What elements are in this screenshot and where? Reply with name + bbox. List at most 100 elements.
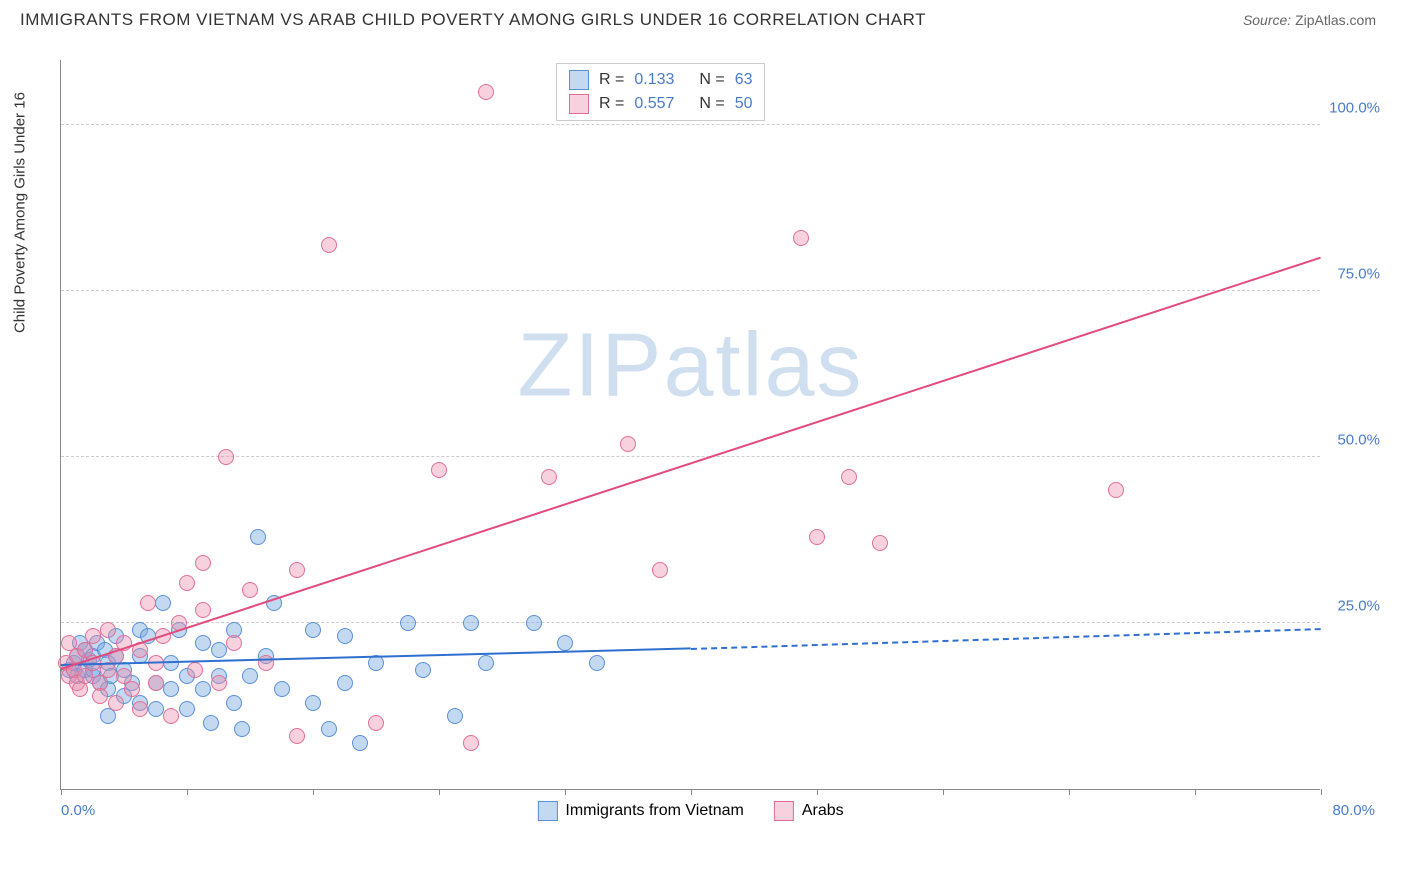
correlation-legend: R = 0.133 N = 63 R = 0.557 N = 50 — [556, 63, 765, 121]
x-tick — [691, 789, 692, 795]
series-legend: Immigrants from Vietnam Arabs — [537, 801, 843, 821]
watermark: ZIPatlas — [517, 315, 863, 418]
x-tick — [313, 789, 314, 795]
watermark-text: ZIPatlas — [517, 316, 863, 416]
scatter-point — [108, 695, 124, 711]
scatter-point — [124, 681, 140, 697]
scatter-point — [85, 628, 101, 644]
scatter-point — [155, 595, 171, 611]
scatter-point — [400, 615, 416, 631]
scatter-point — [179, 575, 195, 591]
chart-container: Child Poverty Among Girls Under 16 ZIPat… — [50, 60, 1380, 830]
scatter-point — [478, 655, 494, 671]
scatter-point — [368, 715, 384, 731]
x-axis-max-label: 80.0% — [1332, 802, 1375, 819]
source-value: ZipAtlas.com — [1295, 12, 1376, 28]
gridline — [61, 622, 1320, 623]
scatter-point — [620, 436, 636, 452]
scatter-point — [258, 655, 274, 671]
scatter-point — [463, 735, 479, 751]
scatter-point — [92, 688, 108, 704]
scatter-point — [415, 662, 431, 678]
scatter-point — [652, 562, 668, 578]
legend-n-value: 63 — [735, 71, 753, 89]
trend-line — [61, 256, 1322, 669]
chart-title: IMMIGRANTS FROM VIETNAM VS ARAB CHILD PO… — [20, 10, 926, 30]
scatter-point — [321, 721, 337, 737]
x-tick — [565, 789, 566, 795]
legend-swatch — [537, 801, 557, 821]
scatter-point — [226, 695, 242, 711]
scatter-point — [526, 615, 542, 631]
legend-swatch — [569, 70, 589, 90]
legend-r-label: R = — [599, 71, 624, 89]
scatter-point — [148, 675, 164, 691]
scatter-point — [431, 462, 447, 478]
scatter-point — [872, 535, 888, 551]
x-tick — [1195, 789, 1196, 795]
scatter-point — [321, 237, 337, 253]
trend-line-extended — [691, 628, 1321, 650]
x-tick — [817, 789, 818, 795]
scatter-point — [793, 230, 809, 246]
scatter-point — [195, 602, 211, 618]
scatter-point — [250, 529, 266, 545]
scatter-point — [179, 701, 195, 717]
scatter-point — [163, 681, 179, 697]
x-axis-origin-label: 0.0% — [61, 802, 95, 819]
source-label: Source: — [1243, 12, 1291, 28]
scatter-point — [478, 84, 494, 100]
scatter-point — [218, 449, 234, 465]
series-legend-item: Arabs — [774, 801, 844, 821]
y-tick-label: 25.0% — [1337, 598, 1380, 615]
scatter-point — [203, 715, 219, 731]
scatter-point — [447, 708, 463, 724]
gridline — [61, 456, 1320, 457]
gridline — [61, 290, 1320, 291]
x-tick — [439, 789, 440, 795]
source-attribution: Source: ZipAtlas.com — [1243, 12, 1376, 28]
legend-swatch — [569, 94, 589, 114]
scatter-point — [132, 701, 148, 717]
scatter-point — [234, 721, 250, 737]
scatter-point — [289, 728, 305, 744]
scatter-point — [305, 695, 321, 711]
scatter-point — [226, 635, 242, 651]
scatter-point — [274, 681, 290, 697]
plot-area: ZIPatlas R =0.133N =63R =0.557N =50 0.0%… — [60, 60, 1320, 790]
x-tick — [943, 789, 944, 795]
x-tick — [187, 789, 188, 795]
scatter-point — [337, 628, 353, 644]
legend-n-value: 50 — [735, 95, 753, 113]
scatter-point — [289, 562, 305, 578]
scatter-point — [211, 642, 227, 658]
scatter-point — [100, 622, 116, 638]
scatter-point — [140, 595, 156, 611]
scatter-point — [841, 469, 857, 485]
scatter-point — [337, 675, 353, 691]
legend-r-label: R = — [599, 95, 624, 113]
scatter-point — [463, 615, 479, 631]
legend-r-value: 0.133 — [634, 71, 689, 89]
scatter-point — [195, 555, 211, 571]
scatter-point — [242, 668, 258, 684]
legend-n-label: N = — [699, 95, 724, 113]
scatter-point — [187, 662, 203, 678]
scatter-point — [195, 635, 211, 651]
legend-r-value: 0.557 — [634, 95, 689, 113]
series-name: Immigrants from Vietnam — [565, 802, 743, 820]
legend-row: R = 0.133 N = 63 — [569, 68, 752, 92]
gridline — [61, 124, 1320, 125]
legend-row: R = 0.557 N = 50 — [569, 92, 752, 116]
legend-n-label: N = — [699, 71, 724, 89]
scatter-point — [163, 708, 179, 724]
x-tick — [1069, 789, 1070, 795]
scatter-point — [195, 681, 211, 697]
y-axis-label: Child Poverty Among Girls Under 16 — [12, 92, 29, 333]
y-tick-label: 50.0% — [1337, 432, 1380, 449]
series-legend-item: Immigrants from Vietnam — [537, 801, 743, 821]
scatter-point — [1108, 482, 1124, 498]
scatter-point — [352, 735, 368, 751]
y-tick-label: 100.0% — [1329, 100, 1380, 117]
scatter-point — [809, 529, 825, 545]
